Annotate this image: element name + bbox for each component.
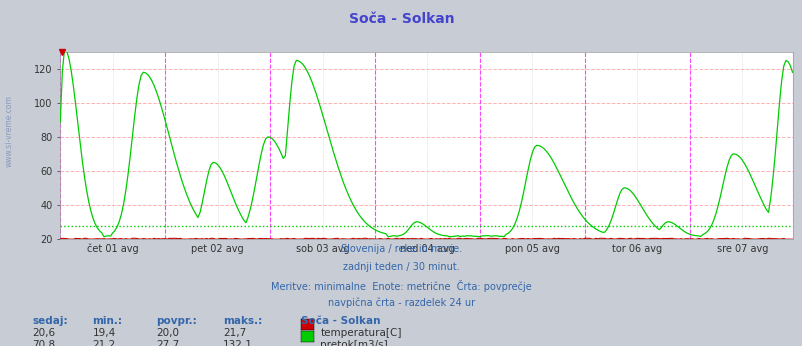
- Text: Slovenija / reke in morje.: Slovenija / reke in morje.: [341, 244, 461, 254]
- Text: povpr.:: povpr.:: [156, 316, 197, 326]
- Text: Meritve: minimalne  Enote: metrične  Črta: povprečje: Meritve: minimalne Enote: metrične Črta:…: [271, 280, 531, 292]
- Text: 70,8: 70,8: [32, 340, 55, 346]
- Text: maks.:: maks.:: [223, 316, 262, 326]
- Text: min.:: min.:: [92, 316, 122, 326]
- Text: sedaj:: sedaj:: [32, 316, 67, 326]
- Text: zadnji teden / 30 minut.: zadnji teden / 30 minut.: [342, 262, 460, 272]
- Text: 20,0: 20,0: [156, 328, 180, 338]
- Text: 27,7: 27,7: [156, 340, 180, 346]
- Text: 19,4: 19,4: [92, 328, 115, 338]
- Text: temperatura[C]: temperatura[C]: [320, 328, 401, 338]
- Text: 21,7: 21,7: [223, 328, 246, 338]
- Text: 132,1: 132,1: [223, 340, 253, 346]
- Text: 20,6: 20,6: [32, 328, 55, 338]
- Text: www.si-vreme.com: www.si-vreme.com: [5, 95, 14, 167]
- Text: pretok[m3/s]: pretok[m3/s]: [320, 340, 387, 346]
- Text: 21,2: 21,2: [92, 340, 115, 346]
- Text: navpična črta - razdelek 24 ur: navpična črta - razdelek 24 ur: [327, 298, 475, 308]
- Text: Soča - Solkan: Soča - Solkan: [301, 316, 380, 326]
- Text: Soča - Solkan: Soča - Solkan: [348, 12, 454, 26]
